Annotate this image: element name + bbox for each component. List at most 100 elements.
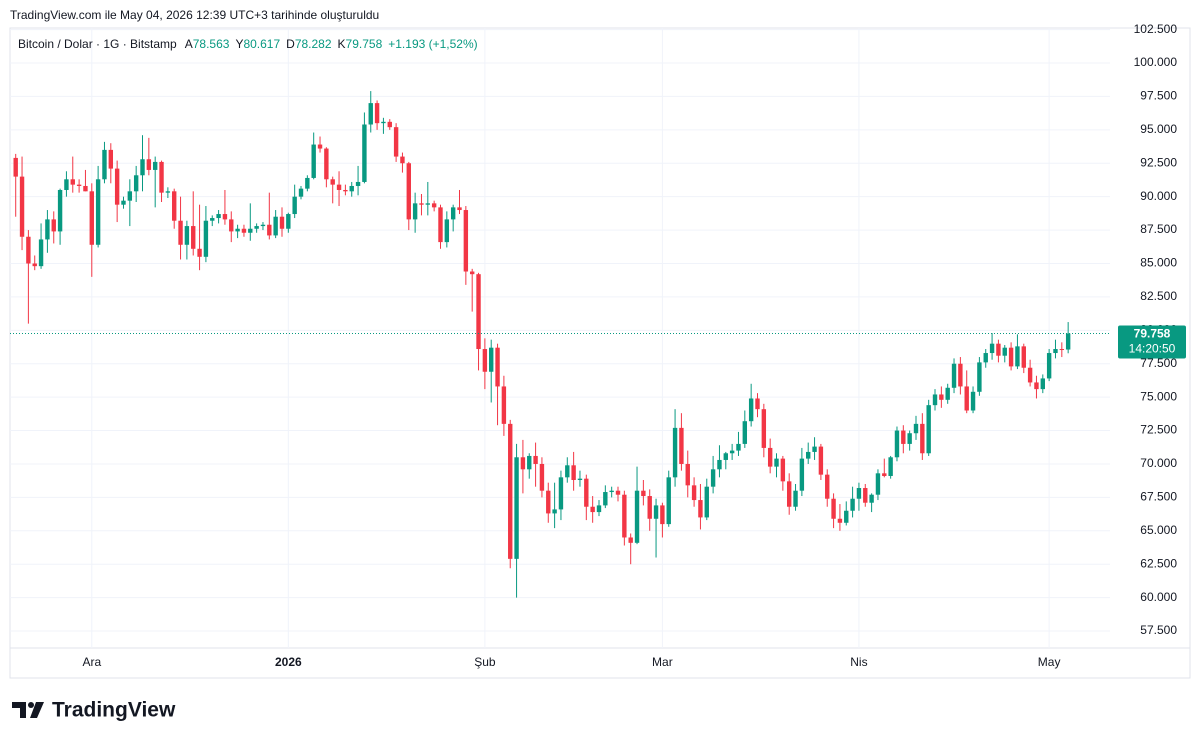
candle-body (825, 474, 830, 499)
candle-body (330, 179, 335, 185)
candle-body (381, 121, 386, 124)
candle-body (958, 363, 963, 387)
candle-body (1021, 346, 1026, 368)
legend-key: D (286, 37, 295, 51)
candle-body (286, 214, 291, 229)
candle-body (431, 203, 437, 208)
candle-body (679, 427, 684, 464)
candle-body (926, 405, 931, 454)
y-tick-label: 72.500 (1140, 423, 1177, 437)
x-tick-label: 2026 (275, 655, 302, 669)
y-tick-label: 57.500 (1140, 623, 1177, 637)
brand-name: TradingView (52, 699, 176, 722)
countdown-label: 14:20:50 (1129, 342, 1176, 356)
candle-body (774, 458, 779, 467)
candle-body (108, 149, 114, 169)
candle-body (457, 207, 462, 211)
candle-body (894, 430, 900, 458)
candle-body (495, 347, 500, 387)
candle-body (577, 478, 583, 481)
y-tick-label: 65.000 (1140, 523, 1177, 537)
candle-body (520, 457, 526, 470)
candle-body (863, 488, 868, 503)
logo-mark (12, 702, 26, 718)
candle-body (508, 423, 513, 559)
candle-body (913, 423, 919, 434)
candle-body (444, 219, 450, 243)
candle-body (210, 218, 215, 221)
candle-body (178, 220, 183, 245)
candle-body (260, 224, 266, 227)
candle-body (710, 469, 716, 487)
legend-key: A (185, 37, 193, 51)
candle-body (615, 490, 621, 495)
candle-body (856, 488, 862, 499)
candle-body (482, 349, 488, 372)
candle-body (102, 149, 107, 180)
candle-body (412, 203, 418, 220)
candle-body (38, 239, 44, 267)
y-tick-label: 102.500 (1134, 22, 1178, 36)
candle-body (203, 220, 209, 257)
candle-body (723, 453, 728, 460)
candle-body (964, 386, 969, 411)
candle-body (324, 148, 329, 180)
candle-body (1002, 347, 1007, 356)
legend-key: Y (235, 37, 243, 51)
candle-body (184, 226, 190, 245)
y-tick-label: 97.500 (1140, 89, 1177, 103)
candle-body (1008, 347, 1014, 367)
x-tick-label: Nis (850, 655, 867, 669)
x-tick-label: May (1038, 655, 1061, 669)
candle-body (660, 505, 665, 525)
candle-body (406, 163, 411, 220)
candle-body (812, 446, 817, 452)
candle-body (831, 498, 836, 519)
candle-body (172, 191, 177, 221)
candle-body (19, 176, 25, 237)
candle-body (1027, 367, 1033, 383)
y-tick-label: 90.000 (1140, 189, 1177, 203)
candle-body (901, 430, 906, 444)
candle-body (159, 161, 164, 193)
candle-body (191, 226, 196, 249)
candle-body (799, 458, 805, 491)
logo-mark (30, 702, 44, 718)
candle-body (1053, 349, 1058, 354)
caption: TradingView.com ile May 04, 2026 12:39 U… (10, 8, 379, 22)
candle-body (558, 477, 564, 510)
candle-body (1034, 382, 1039, 390)
candle-body (349, 185, 354, 192)
candle-body (761, 409, 767, 448)
candle-body (469, 271, 475, 275)
candle-body (425, 203, 431, 205)
candle-body (1059, 349, 1065, 351)
candle-body (70, 179, 75, 185)
candle-body (355, 181, 361, 186)
legend-change: +1.193 (+1,52%) (388, 37, 477, 51)
candle-body (235, 228, 240, 232)
frame (9, 27, 1191, 679)
candle-body (374, 103, 380, 124)
candle-body (672, 427, 678, 478)
candle-body (514, 457, 519, 559)
candle-body (888, 457, 893, 476)
candle-body (1040, 378, 1045, 390)
candle-body (393, 127, 399, 157)
y-tick-label: 62.500 (1140, 556, 1177, 570)
candle-body (837, 518, 843, 523)
candle-body (634, 490, 640, 543)
logo-dot (28, 702, 34, 708)
candle-body (869, 494, 874, 503)
candle-body (298, 188, 304, 197)
candle-body (450, 207, 456, 220)
candle-body (438, 207, 443, 243)
candle-body (152, 161, 158, 170)
candle-body (305, 177, 310, 189)
candle-body (939, 394, 944, 400)
candle-body (641, 490, 646, 497)
candle-body (222, 214, 228, 220)
legend: Bitcoin / Dolar · 1G · Bitstamp A78.563 Y8… (18, 37, 478, 51)
